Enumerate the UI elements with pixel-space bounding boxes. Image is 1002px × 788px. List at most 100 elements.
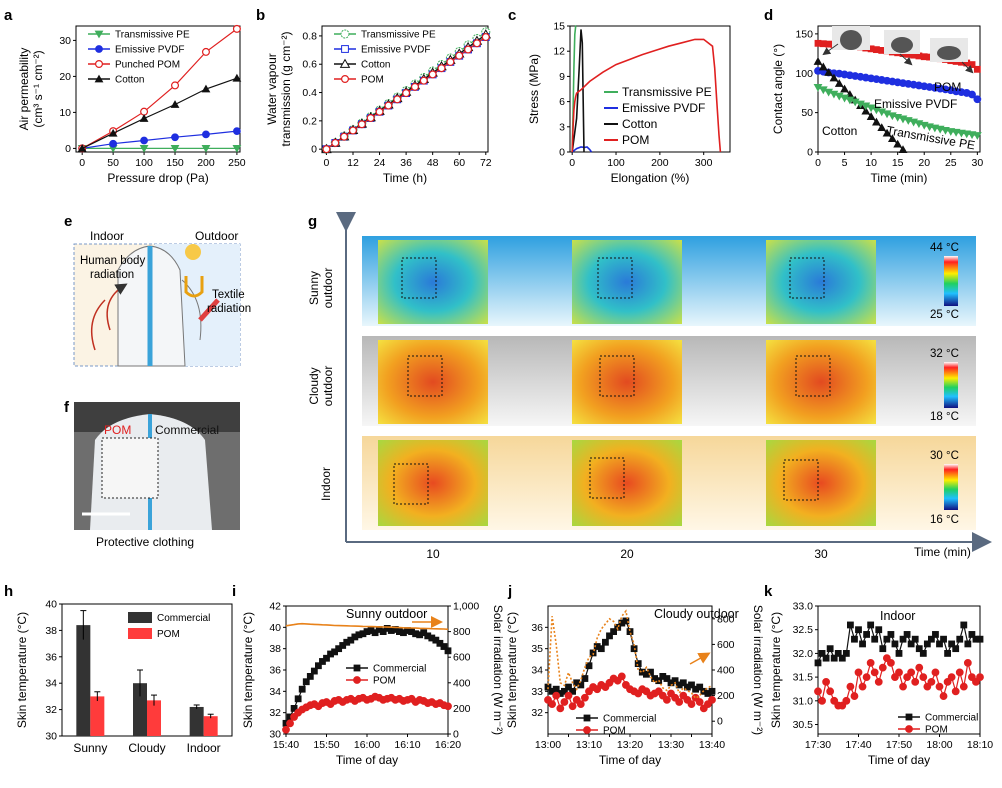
y-tick-label: 12 [553,46,565,58]
data-point [363,628,371,635]
y2-tick-label: 0 [717,716,723,728]
data-point [895,650,903,657]
y2-tick-label: 800 [717,613,735,625]
data-point [367,627,375,634]
legend-marker [583,726,591,734]
y-tick-label: 30 [45,731,57,743]
data-point [339,642,347,649]
y-tick-label: 36 [269,665,281,677]
x-axis-label: Time (min) [871,171,928,185]
data-point [331,138,340,147]
data-point [963,59,971,67]
x-category-label: Sunny [73,741,107,755]
y2-tick-label: 400 [453,677,471,689]
y-tick-label: 0 [559,147,565,159]
data-point [109,139,118,148]
legend-marker [905,725,913,733]
y-tick-label: 32 [269,707,281,719]
y-tick-label: 0 [807,147,813,159]
legend-label: Cotton [622,117,657,131]
data-point [824,68,834,76]
data-point [302,678,310,686]
data-point [834,79,844,87]
x-tick-label: 13:40 [699,739,725,751]
chart-title: Cloudy outdoor [654,607,739,621]
x-tick-label: 0 [79,157,85,169]
legend-label: Emissive PVDF [115,45,184,56]
data-point [294,695,302,703]
data-point [408,628,415,635]
data-point [340,132,349,141]
data-point [824,88,834,97]
data-point [351,633,359,641]
data-point [684,683,691,691]
data-point [830,654,838,662]
data-point [893,139,903,148]
sun-icon [185,244,201,260]
data-point [552,685,560,693]
data-point [282,725,290,734]
legend-marker [94,74,104,83]
legend-marker [339,58,351,68]
series-annotation: Emissive PVDF [874,97,957,111]
colorbar-sunny-min: 25 °C [930,309,959,321]
data-point [140,107,149,116]
x-tick-label: 60 [453,157,465,169]
series-line-cotton [81,77,238,149]
body-radiation-arrow-1 [106,283,128,331]
data-point [935,682,944,691]
thermal-indoor-10 [378,440,488,526]
time-tick-30: 30 [814,547,828,561]
chart-sunny-outdoor: 15:40 15:50 16:00 16:10 16:20 30 32 34 36 38 40 42 0… [241,601,505,768]
data-point [359,630,367,638]
x-tick-label: 10 [865,157,877,169]
legend-label: POM [603,726,626,737]
panel-letter-k: k [764,583,773,600]
data-point [826,687,835,696]
data-point [455,51,464,60]
series-line-pom [817,656,981,707]
data-point [331,648,338,656]
data-point [968,90,976,99]
data-point [850,98,860,107]
y-tick-label: 0.8 [302,30,317,42]
y-tick-label: 30 [269,729,281,741]
data-point [659,673,667,680]
legend-label: Cotton [361,60,390,71]
panel-g-thermal-grid: 44 °C 25 °C 32 °C 18 °C 30 °C 16 °C Sunn… [307,212,992,561]
data-point [357,120,366,129]
y-tick-label: 31.5 [793,672,814,684]
data-point [387,627,395,634]
data-point [663,675,671,682]
data-point [675,698,684,706]
data-point [951,687,960,696]
y-tick-label: 36 [45,651,57,663]
legend-label: Transmissive PE [115,30,190,41]
x-tick-label: 100 [607,157,625,169]
panel-letter-g: g [308,213,317,230]
data-point [915,663,924,672]
data-point [444,702,452,711]
data-point [671,677,679,685]
pom-box-indoor-10 [393,463,429,505]
x-tick-label: 13:00 [535,739,561,751]
data-point [548,687,556,695]
x-tick-label: 36 [400,157,412,169]
y-tick-label: 9 [559,71,565,83]
data-point [391,626,399,633]
data-point [548,700,556,709]
y2-tick-label: 200 [453,703,471,715]
data-point [976,673,984,682]
y2-tick-label: 1,000 [453,601,479,613]
data-point [872,117,881,126]
x-tick-label: 30 [972,157,984,169]
bar-pom [147,700,161,736]
data-point [819,40,827,48]
y-tick-label: 6 [559,96,565,108]
chart-air-permeability: 0 50 100 150 200 250 0 10 20 30 Pressure drop (Pa)… [17,24,246,185]
colorbar-sunny [944,256,958,306]
data-point [846,682,855,691]
data-point [617,672,626,681]
label-outdoor: Outdoor [195,229,238,243]
panel-letter-a: a [4,7,13,24]
